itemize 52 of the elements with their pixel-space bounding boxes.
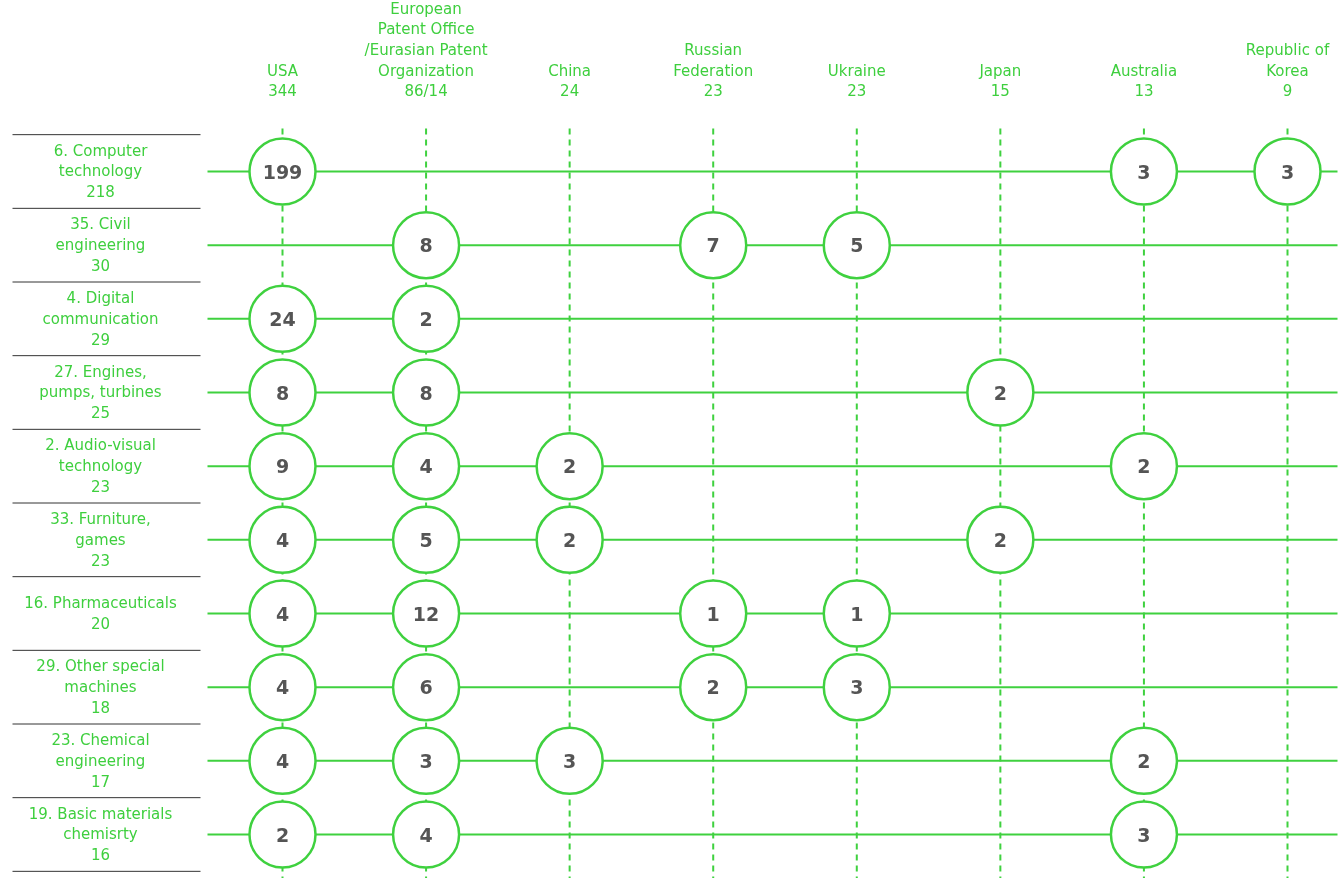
data-label: 6	[419, 676, 433, 699]
data-label: 3	[419, 749, 433, 772]
data-label: 8	[275, 381, 290, 404]
data-label: 2	[419, 307, 433, 330]
data-label: 3	[850, 676, 864, 699]
y-tick-label: 29. Other special machines 18	[36, 657, 165, 717]
y-tick-label: 35. Civil engineering 30	[55, 215, 146, 275]
x-tick-label: European Patent Office /Eurasian Patent Organization 86/14	[364, 0, 488, 101]
x-tick-label: Ukraine 23	[827, 61, 886, 101]
x-tick-label: Russian Federation 23	[673, 41, 754, 101]
data-label: 199	[262, 160, 303, 183]
data-label: 4	[275, 602, 290, 625]
data-label: 3	[1280, 160, 1295, 183]
x-tick-label: Australia 13	[1110, 61, 1178, 101]
data-label: 3	[563, 749, 577, 772]
data-label: 1	[706, 602, 720, 625]
data-label: 2	[1137, 455, 1151, 478]
data-label: 9	[275, 455, 290, 478]
y-tick-label: 19. Basic materials chemisrty 16	[28, 804, 173, 865]
y-tick-label: 27. Engines, pumps, turbines 25	[39, 362, 162, 423]
data-label: 4	[419, 455, 433, 478]
data-label: 7	[706, 234, 720, 257]
x-tick-label: China 24	[548, 61, 592, 101]
y-tick-label: 23. Chemical engineering 17	[51, 731, 150, 791]
y-tick-label: 6. Computer technology 218	[53, 141, 149, 202]
data-label: 2	[1137, 749, 1151, 772]
x-tick-label: Republic of Korea 9	[1245, 41, 1330, 101]
data-label: 8	[419, 381, 433, 404]
data-label: 3	[1137, 160, 1151, 183]
data-label: 2	[993, 528, 1007, 551]
data-label: 2	[563, 528, 577, 551]
data-label: 2	[275, 823, 290, 846]
data-label: 2	[563, 455, 577, 478]
data-label: 8	[419, 234, 433, 257]
x-tick-label: USA 344	[266, 61, 299, 101]
data-label: 2	[706, 676, 720, 699]
data-label: 1	[850, 602, 864, 625]
data-label: 4	[275, 676, 290, 699]
y-tick-label: 33. Furniture, games 23	[50, 510, 151, 570]
y-tick-label: 16. Pharmaceuticals 20	[24, 594, 177, 633]
data-label: 4	[275, 528, 290, 551]
y-tick-label: 2. Audio-visual technology 23	[45, 436, 156, 496]
data-label: 12	[412, 602, 440, 625]
x-tick-label: Japan 15	[978, 61, 1022, 101]
data-label: 4	[419, 823, 433, 846]
data-label: 24	[269, 307, 296, 330]
y-tick-label: 4. Digital communication 29	[42, 289, 159, 349]
data-label: 5	[850, 234, 864, 257]
data-label: 5	[419, 528, 433, 551]
data-label: 4	[275, 749, 290, 772]
data-label: 3	[1137, 823, 1151, 846]
data-label: 2	[993, 381, 1007, 404]
